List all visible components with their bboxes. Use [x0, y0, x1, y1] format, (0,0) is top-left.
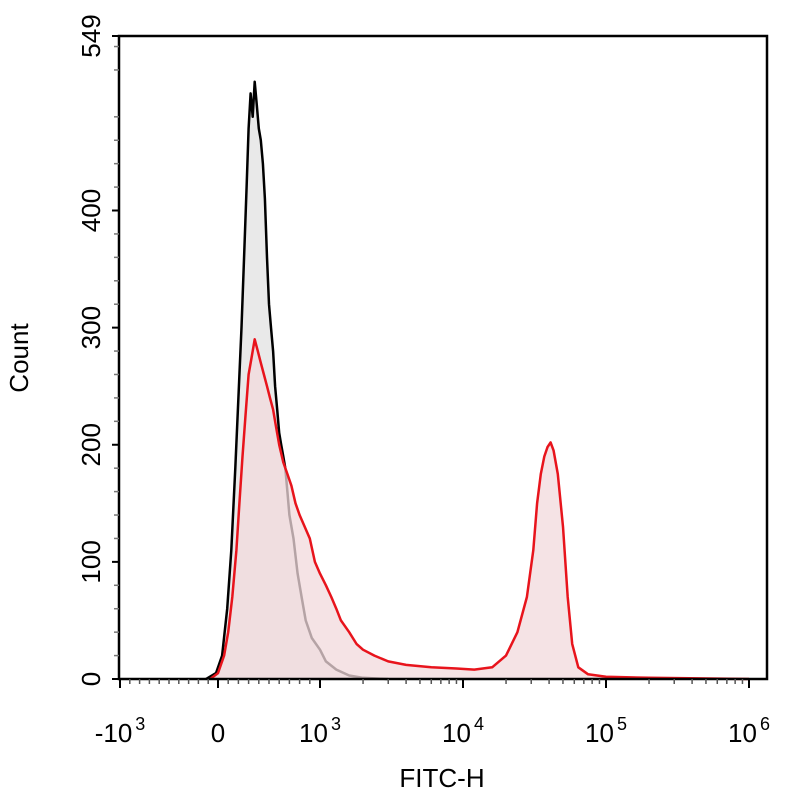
y-tick-label: 0: [76, 672, 106, 686]
y-tick-label: 300: [76, 306, 106, 349]
x-tick-label: 10 3: [299, 714, 341, 748]
x-tick-label: 10 5: [585, 714, 627, 748]
y-tick-label: 100: [76, 540, 106, 583]
x-tick-label: 10 4: [442, 714, 484, 748]
y-axis-title: Count: [4, 323, 34, 393]
x-tick-label: -10 3: [95, 714, 146, 748]
x-axis-title: FITC-H: [399, 763, 484, 793]
y-tick-label: 200: [76, 423, 106, 466]
series-line-sample: [209, 338, 750, 681]
series-fill-sample: [210, 339, 749, 679]
y-tick-label: 400: [76, 189, 106, 232]
x-tick-label: 0: [211, 718, 225, 748]
x-tick-label: 10 6: [728, 714, 770, 748]
y-tick-label: 549: [76, 14, 106, 57]
plot-frame: [117, 34, 769, 681]
